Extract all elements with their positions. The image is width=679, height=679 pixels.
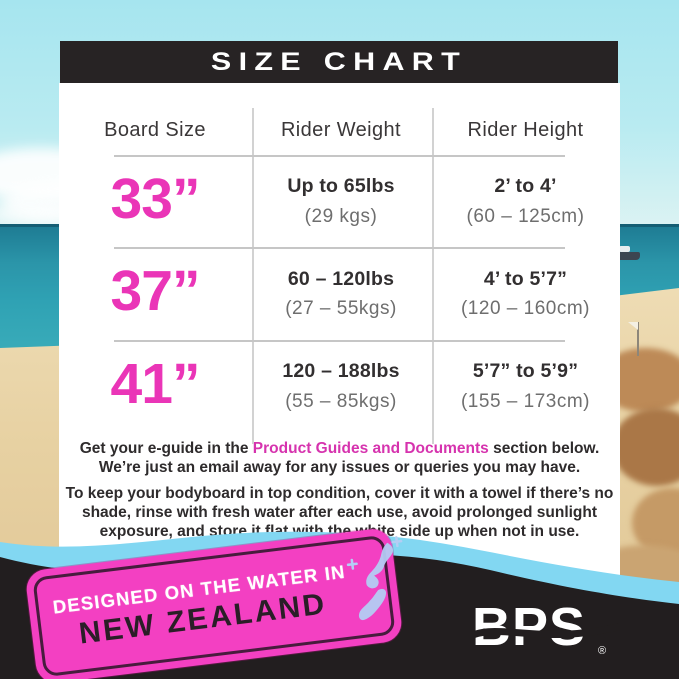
- table-row: 33” Up to 65lbs (29 kgs) 2’ to 4’ (60 – …: [59, 155, 620, 248]
- height-cm: (60 – 125cm): [466, 205, 585, 227]
- eguide-note-line2: We’re just an email away for any issues …: [98, 458, 581, 476]
- note-text: Get your e-guide in the: [79, 439, 253, 457]
- rider-height-cell: 5’7” to 5’9” (155 – 173cm): [431, 356, 620, 416]
- row-divider: [114, 155, 565, 157]
- size-table: Board Size Rider Weight Rider Height 33”…: [59, 83, 620, 444]
- weight-lbs: 60 – 120lbs: [287, 267, 395, 290]
- height-ft: 2’ to 4’: [494, 175, 557, 198]
- note-text: section below.: [488, 439, 600, 457]
- stamp-inner-border: DESIGNED ON THE WATER IN NEW ZEALAND: [32, 534, 403, 678]
- board-size-value: 37”: [110, 259, 201, 324]
- eguide-note-line1: Get your e-guide in the Product Guides a…: [66, 439, 614, 458]
- weight-lbs: 120 – 188lbs: [282, 360, 400, 383]
- beach-flag: [628, 322, 639, 356]
- notes-section: Get your e-guide in the Product Guides a…: [59, 439, 620, 542]
- page-title: SIZE CHART: [210, 47, 468, 76]
- designed-in-nz-stamp: DESIGNED ON THE WATER IN NEW ZEALAND: [24, 527, 404, 679]
- table-header-row: Board Size Rider Weight Rider Height: [59, 105, 620, 155]
- rider-weight-cell: Up to 65lbs (29 kgs): [251, 171, 431, 231]
- row-divider: [114, 340, 565, 342]
- rock: [612, 408, 679, 486]
- height-ft: 5’7” to 5’9”: [472, 360, 579, 383]
- size-chart-card: Board Size Rider Weight Rider Height 33”…: [59, 83, 620, 605]
- boat: [612, 246, 640, 260]
- table-row: 37” 60 – 120lbs (27 – 55kgs) 4’ to 5’7” …: [59, 248, 620, 341]
- column-divider: [252, 108, 254, 444]
- board-size-value: 41”: [110, 351, 201, 416]
- weight-kgs: (27 – 55kgs): [285, 298, 397, 320]
- height-cm: (120 – 160cm): [460, 298, 590, 320]
- svg-text:BPS: BPS: [472, 598, 586, 657]
- column-divider: [432, 108, 434, 444]
- cloud: [0, 205, 70, 223]
- board-size-value: 33”: [110, 166, 201, 231]
- eguide-note: Get your e-guide in the Product Guides a…: [66, 439, 614, 477]
- rider-height-cell: 2’ to 4’ (60 – 125cm): [431, 171, 620, 231]
- rider-weight-cell: 120 – 188lbs (55 – 85kgs): [251, 356, 431, 416]
- weight-kgs: (29 kgs): [304, 205, 378, 227]
- table-row: 41” 120 – 188lbs (55 – 85kgs) 5’7” to 5’…: [59, 340, 620, 433]
- new-zealand-map-icon: [346, 536, 403, 621]
- column-header-board-size: Board Size: [104, 118, 206, 141]
- rider-height-cell: 4’ to 5’7” (120 – 160cm): [431, 264, 620, 324]
- height-ft: 4’ to 5’7”: [483, 267, 568, 290]
- product-guides-link-text: Product Guides and Documents: [252, 439, 489, 457]
- height-cm: (155 – 173cm): [460, 390, 590, 412]
- stamp-text: DESIGNED ON THE WATER IN NEW ZEALAND: [38, 561, 351, 656]
- column-header-rider-height: Rider Height: [467, 118, 584, 141]
- weight-lbs: Up to 65lbs: [287, 175, 395, 198]
- registered-mark: ®: [598, 645, 606, 657]
- rider-weight-cell: 60 – 120lbs (27 – 55kgs): [251, 264, 431, 324]
- weight-kgs: (55 – 85kgs): [285, 390, 397, 412]
- column-header-rider-weight: Rider Weight: [280, 118, 402, 141]
- size-chart-header-bar: SIZE CHART: [60, 41, 618, 83]
- bps-logo: BPS ®: [470, 598, 620, 657]
- row-divider: [114, 247, 565, 249]
